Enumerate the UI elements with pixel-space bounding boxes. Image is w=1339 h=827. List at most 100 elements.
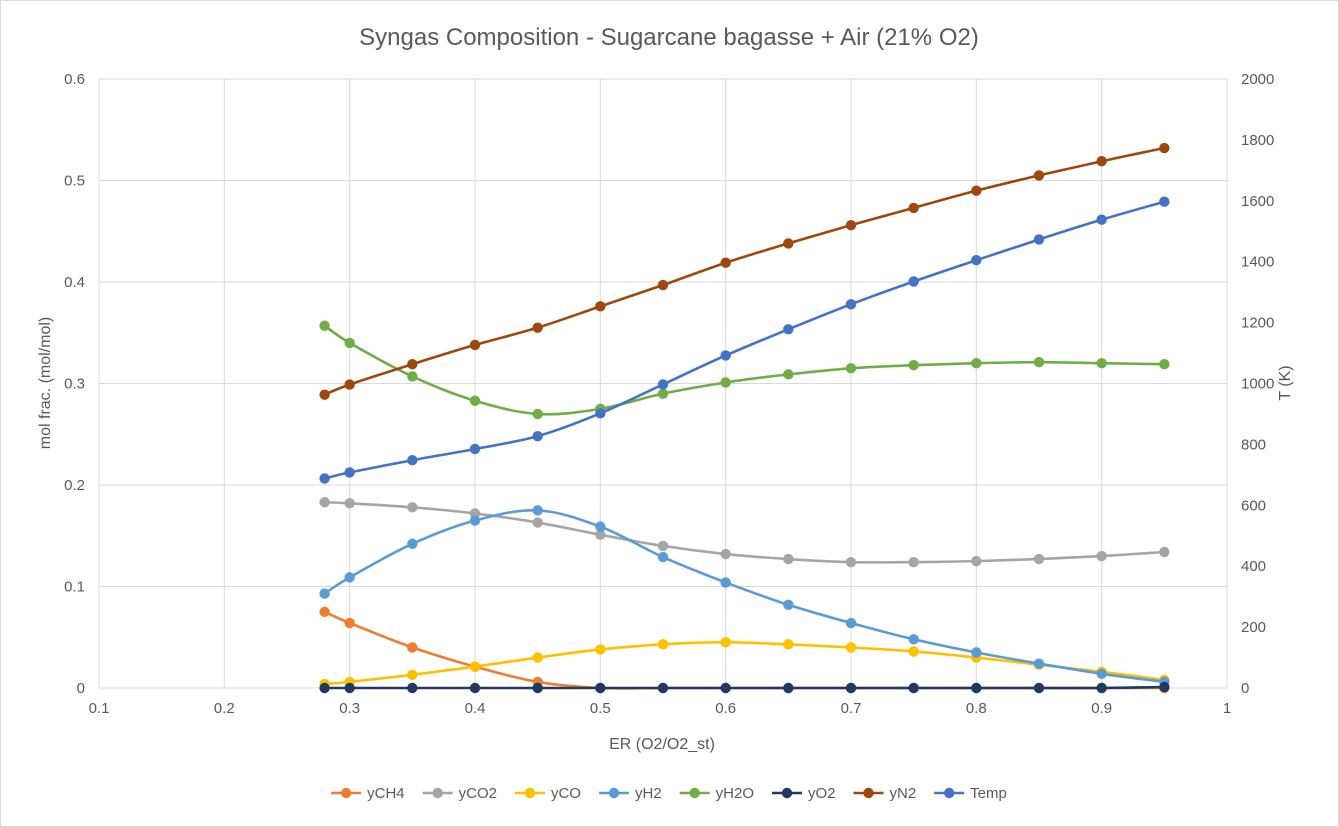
- x-tick-label: 0.9: [1091, 700, 1112, 717]
- data-point-yco: [783, 639, 794, 650]
- data-point-temp: [1033, 234, 1045, 245]
- data-point-temp: [319, 473, 330, 484]
- x-tick-label: 0.4: [465, 700, 486, 717]
- y2-tick-label: 0: [1241, 680, 1249, 697]
- legend-swatch-marker: [432, 787, 443, 799]
- y2-tick-label: 400: [1241, 558, 1266, 575]
- data-point-yh2o: [469, 395, 481, 406]
- data-point-yco2: [971, 555, 982, 567]
- chart-title: Syngas Composition - Sugarcane bagasse +…: [359, 24, 979, 51]
- x-tick-label: 0.2: [214, 700, 235, 717]
- y2-tick-label: 1000: [1241, 376, 1274, 393]
- legend-swatch-marker: [943, 787, 955, 799]
- legend-label: yCH4: [367, 785, 405, 802]
- y2-tick-label: 1800: [1241, 132, 1274, 149]
- data-point-ych4: [407, 642, 418, 653]
- series-layer: [319, 142, 1170, 694]
- series-line-yh2: [323, 508, 1165, 684]
- data-point-yco2: [407, 502, 418, 513]
- data-point-yo2: [595, 682, 606, 694]
- series-yo2: [319, 681, 1170, 694]
- data-point-temp: [908, 276, 919, 287]
- series-line-yco2: [324, 500, 1165, 564]
- y-tick-label: 0.1: [64, 579, 85, 596]
- data-point-yco2: [319, 497, 330, 508]
- data-point-yh2o: [720, 377, 731, 388]
- data-point-yco2: [1096, 550, 1107, 562]
- x-axis-label: ER (O2/O2_st): [609, 736, 715, 753]
- data-point-yn2: [845, 219, 857, 231]
- x-tick-label: 0.8: [966, 700, 987, 717]
- data-point-temp: [1159, 196, 1170, 207]
- data-point-yn2: [720, 257, 731, 268]
- data-point-yco: [532, 652, 543, 663]
- legend-label: Temp: [970, 785, 1007, 802]
- y2-tick-label: 600: [1241, 497, 1266, 514]
- data-point-yo2: [720, 682, 731, 694]
- data-point-yco: [595, 644, 606, 655]
- data-point-yo2: [908, 682, 919, 694]
- data-point-yh2: [1096, 668, 1107, 679]
- data-point-yco2: [595, 529, 606, 540]
- legend-item-yh2: yH2: [598, 785, 662, 802]
- data-point-yo2: [845, 682, 857, 694]
- y2-tick-label: 200: [1241, 619, 1266, 636]
- data-point-yo2: [532, 682, 543, 694]
- data-point-yh2o: [971, 358, 982, 369]
- data-point-yco2: [344, 498, 355, 509]
- data-point-yo2: [1159, 681, 1170, 693]
- data-point-temp: [1096, 214, 1107, 225]
- data-point-yco: [407, 669, 418, 681]
- data-point-yco: [845, 642, 857, 653]
- y-tick-label: 0.4: [64, 274, 85, 291]
- data-point-temp: [595, 408, 606, 419]
- data-point-temp: [532, 430, 543, 442]
- data-point-ych4: [344, 617, 355, 629]
- data-point-yh2o: [783, 369, 794, 380]
- legend-item-yh2o: yH2O: [679, 785, 754, 802]
- data-point-temp: [407, 455, 418, 466]
- y-tick-label: 0.6: [64, 71, 85, 88]
- data-point-yo2: [657, 682, 669, 694]
- data-point-yn2: [595, 301, 606, 312]
- legend-swatch-marker: [863, 787, 874, 799]
- data-point-yn2: [657, 279, 669, 291]
- data-point-yh2o: [1096, 358, 1107, 369]
- data-point-yn2: [908, 202, 919, 214]
- series-line-yh2o: [323, 324, 1165, 416]
- legend-label: yN2: [890, 785, 917, 802]
- data-point-yo2: [469, 682, 481, 694]
- data-point-yh2o: [908, 360, 919, 371]
- data-point-yco2: [532, 517, 543, 528]
- data-point-yco2: [783, 553, 794, 565]
- legend-item-yco: yCO: [514, 785, 581, 802]
- data-point-yo2: [1096, 682, 1107, 694]
- x-tick-label: 0.1: [89, 700, 110, 717]
- data-point-yh2o: [407, 371, 418, 382]
- data-point-yo2: [971, 682, 982, 694]
- legend-label: yCO2: [459, 785, 497, 802]
- series-temp: [319, 196, 1170, 484]
- legend-label: yH2O: [716, 785, 754, 802]
- legend-swatch-marker: [340, 787, 352, 799]
- data-point-temp: [344, 467, 355, 478]
- data-point-yco2: [845, 556, 857, 568]
- data-point-yn2: [532, 322, 543, 333]
- y2-tick-label: 1600: [1241, 193, 1274, 210]
- data-point-yco: [657, 639, 669, 650]
- data-point-temp: [469, 443, 481, 455]
- data-point-yh2: [532, 505, 543, 516]
- data-point-yh2: [908, 634, 919, 645]
- legend-item-yco2: yCO2: [422, 785, 497, 802]
- x-tick-label: 1: [1223, 700, 1231, 717]
- x-tick-label: 0.3: [339, 700, 360, 717]
- legend-swatch-marker: [689, 787, 700, 799]
- data-point-yco: [720, 637, 731, 648]
- series-yh2: [319, 505, 1170, 688]
- data-point-yn2: [1033, 170, 1045, 181]
- x-tick-label: 0.7: [841, 700, 862, 717]
- data-point-yh2o: [845, 363, 857, 374]
- data-point-yn2: [1096, 156, 1107, 167]
- data-point-yn2: [783, 238, 794, 249]
